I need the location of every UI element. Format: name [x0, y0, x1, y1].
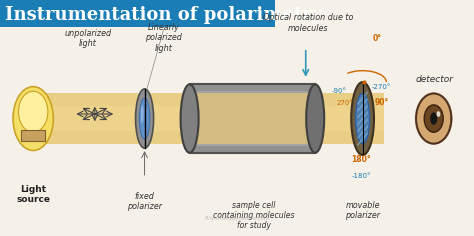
- Text: 90°: 90°: [374, 98, 389, 107]
- FancyBboxPatch shape: [190, 93, 315, 144]
- Text: sample cell
containing molecules
for study: sample cell containing molecules for stu…: [213, 201, 294, 230]
- Text: fixed
polarizer: fixed polarizer: [127, 192, 162, 211]
- Text: movable
polarizer: movable polarizer: [345, 201, 380, 220]
- FancyBboxPatch shape: [43, 106, 384, 131]
- Ellipse shape: [18, 91, 48, 132]
- Ellipse shape: [136, 89, 154, 148]
- FancyBboxPatch shape: [21, 130, 45, 141]
- Ellipse shape: [306, 84, 324, 153]
- Text: 180°: 180°: [351, 155, 371, 164]
- Text: 270°: 270°: [336, 100, 353, 105]
- Ellipse shape: [351, 82, 374, 155]
- Text: 0°: 0°: [373, 34, 381, 43]
- FancyBboxPatch shape: [0, 0, 275, 27]
- Text: unpolarized
light: unpolarized light: [64, 29, 111, 48]
- Text: Light
source: Light source: [16, 185, 50, 204]
- Text: Instrumentation of polarimetry: Instrumentation of polarimetry: [5, 6, 322, 24]
- FancyBboxPatch shape: [193, 91, 311, 146]
- Text: -90°: -90°: [331, 88, 346, 94]
- Ellipse shape: [424, 105, 443, 132]
- Ellipse shape: [139, 98, 150, 139]
- Ellipse shape: [141, 105, 144, 123]
- Text: detector: detector: [415, 75, 453, 84]
- Ellipse shape: [437, 111, 440, 117]
- Text: Optical rotation due to
molecules: Optical rotation due to molecules: [263, 13, 353, 33]
- Text: Linearly
polarized
light: Linearly polarized light: [145, 23, 182, 53]
- Ellipse shape: [13, 87, 54, 151]
- FancyBboxPatch shape: [190, 84, 315, 153]
- Text: Priyamstudycentre.com: Priyamstudycentre.com: [204, 216, 270, 221]
- Ellipse shape: [181, 84, 199, 153]
- Text: -270°: -270°: [372, 84, 391, 90]
- FancyBboxPatch shape: [43, 93, 384, 144]
- Text: -180°: -180°: [351, 173, 371, 179]
- Ellipse shape: [430, 112, 437, 125]
- Ellipse shape: [416, 93, 451, 144]
- Ellipse shape: [356, 93, 370, 144]
